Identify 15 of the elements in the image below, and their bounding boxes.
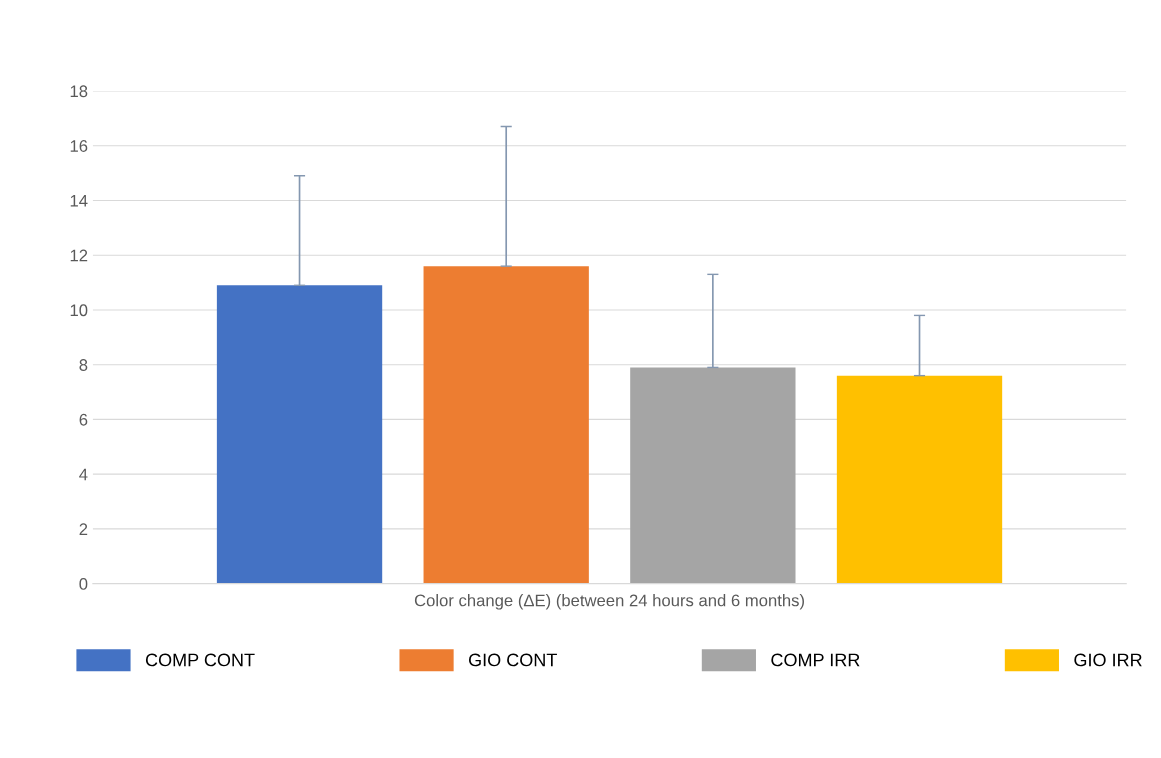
y-tick-label: 0 <box>79 578 88 590</box>
legend-label: GIO IRR <box>1074 653 1142 667</box>
y-tick-label: 12 <box>70 249 88 262</box>
legend-label: COMP CONT <box>145 653 255 667</box>
y-tick-label: 16 <box>70 140 88 152</box>
y-tick-label: 8 <box>79 359 88 371</box>
y-tick-label: 10 <box>70 304 88 317</box>
legend-label: GIO CONT <box>469 653 557 667</box>
y-tick-label: 4 <box>79 468 88 481</box>
y-tick-label: 14 <box>70 195 88 207</box>
y-tick-label: 6 <box>79 413 88 426</box>
legend-label: COMP IRR <box>771 653 860 667</box>
y-tick-label: 18 <box>70 85 88 98</box>
x-axis-title: Color change (ΔE) (between 24 hours and 6 months) <box>414 594 804 610</box>
y-tick-label: 2 <box>79 523 88 535</box>
